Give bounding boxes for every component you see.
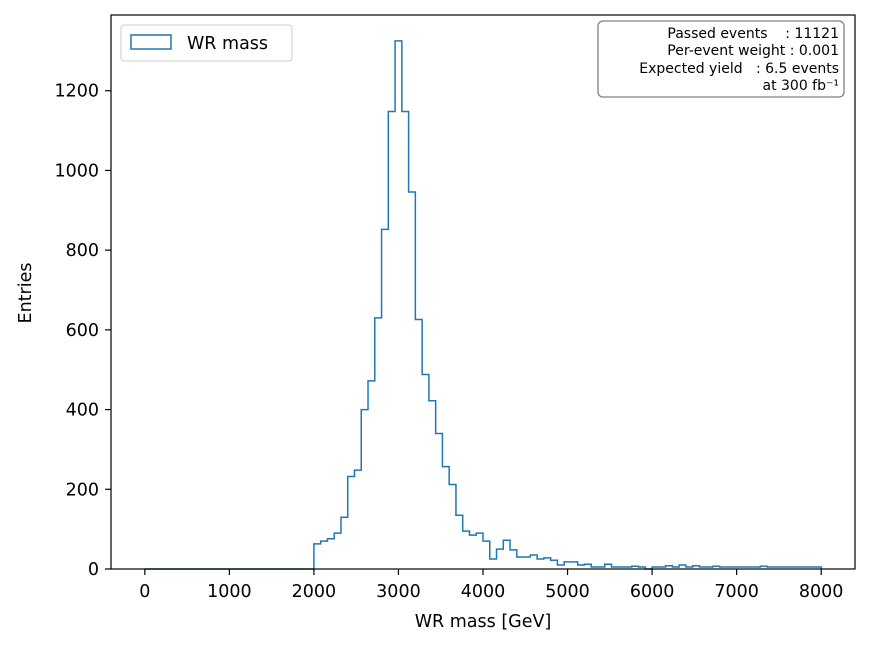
legend-swatch (130, 34, 172, 50)
legend-box (120, 24, 293, 62)
x-tick-label: 5000 (545, 582, 590, 602)
y-tick-label: 800 (66, 241, 99, 261)
y-axis-ticks: 0 200 400 600 800 1000 1200 (54, 82, 111, 580)
legend: WR mass (120, 24, 293, 62)
y-tick-label: 0 (88, 560, 99, 580)
info-line-weight: Per-event weight : 0.001 (667, 43, 839, 59)
legend-label: WR mass (187, 34, 268, 54)
info-line-luminosity: at 300 fb⁻¹ (762, 78, 839, 94)
histogram-step-line (144, 40, 822, 570)
info-line-passed-events: Passed events : 11121 (667, 26, 839, 42)
y-axis-label: Entries (16, 263, 36, 324)
y-tick-label: 400 (66, 401, 99, 421)
x-tick-label: 7000 (714, 582, 759, 602)
y-tick-label: 200 (66, 480, 99, 500)
y-tick-label: 1000 (54, 161, 99, 181)
x-tick-label: 6000 (630, 582, 675, 602)
x-tick-label: 4000 (461, 582, 506, 602)
x-tick-label: 2000 (292, 582, 337, 602)
x-tick-label: 8000 (799, 582, 844, 602)
x-tick-label: 0 (139, 582, 150, 602)
info-line-yield: Expected yield : 6.5 events (639, 61, 839, 77)
x-axis-ticks: 0 1000 2000 3000 4000 5000 6000 7000 8000 (139, 569, 843, 602)
x-tick-label: 1000 (207, 582, 252, 602)
x-tick-label: 3000 (376, 582, 421, 602)
y-tick-label: 1200 (54, 82, 99, 102)
info-box: Passed events : 11121 Per-event weight :… (597, 20, 845, 98)
info-box-frame (597, 20, 845, 98)
x-axis-label: WR mass [GeV] (415, 612, 552, 632)
y-tick-label: 600 (66, 321, 99, 341)
